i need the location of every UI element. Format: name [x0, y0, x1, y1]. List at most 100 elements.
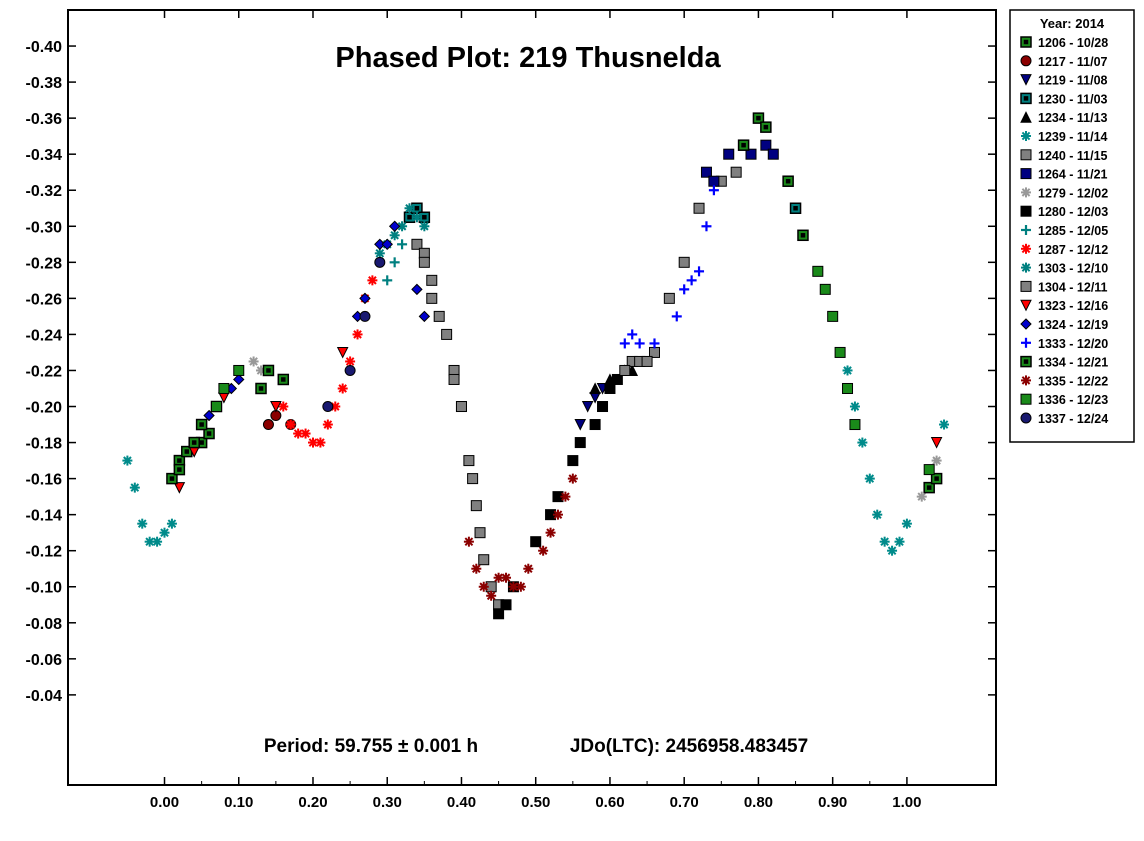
- legend-marker: [1020, 55, 1032, 67]
- data-point: [336, 346, 349, 359]
- data-point: [344, 364, 356, 376]
- data-point: [233, 364, 245, 376]
- x-tick-label: 0.50: [521, 794, 550, 811]
- data-point: [589, 419, 601, 431]
- data-point: [122, 455, 133, 466]
- legend-marker: [1020, 299, 1032, 312]
- data-point: [745, 148, 757, 160]
- data-point: [641, 355, 653, 367]
- data-point: [552, 509, 563, 520]
- data-point: [218, 382, 230, 394]
- legend-marker: [1021, 243, 1031, 254]
- data-point: [619, 338, 630, 349]
- legend-label: 1303 - 12/10: [1038, 262, 1108, 276]
- data-point: [887, 545, 898, 556]
- legend-marker: [1020, 168, 1032, 180]
- data-point: [812, 265, 824, 277]
- data-point: [574, 437, 586, 449]
- x-tick-label: 0.10: [224, 794, 253, 811]
- data-point: [604, 382, 616, 394]
- data-point: [159, 527, 170, 538]
- legend: Year: 2014 1206 - 10/28 1217 - 11/07 1219 …: [1009, 9, 1135, 443]
- data-point: [782, 175, 794, 187]
- data-point: [255, 382, 267, 395]
- data-point: [270, 401, 282, 413]
- data-point: [152, 536, 163, 547]
- y-tick-label: -0.28: [26, 255, 63, 272]
- data-point: [530, 536, 542, 548]
- chart-title: Phased Plot: 219 Thusnelda: [335, 42, 721, 74]
- series-1323: [173, 346, 943, 494]
- data-point: [137, 518, 148, 529]
- data-point: [834, 346, 846, 358]
- y-tick-label: -0.12: [26, 544, 63, 561]
- data-point: [367, 275, 378, 286]
- plot-frame: [67, 9, 997, 786]
- legend-label: 1333 - 12/20: [1038, 337, 1108, 351]
- epoch-annotation: JDo(LTC): 2456958.483457: [570, 736, 808, 757]
- data-point: [538, 545, 549, 556]
- series-1333: [619, 185, 719, 349]
- data-point: [467, 473, 479, 485]
- data-point: [627, 329, 638, 340]
- data-point: [827, 310, 839, 322]
- data-point: [819, 283, 831, 295]
- legend-label: 1323 - 12/16: [1038, 299, 1108, 313]
- legend-label: 1206 - 10/28: [1038, 36, 1108, 50]
- legend-box: [1009, 9, 1135, 443]
- data-point: [210, 401, 222, 413]
- data-point: [737, 139, 750, 151]
- data-point: [752, 112, 765, 124]
- data-point: [322, 419, 333, 430]
- data-point: [930, 437, 943, 449]
- x-tick-label: 0.70: [670, 794, 699, 811]
- period-annotation: Period: 59.755 ± 0.001 h: [264, 736, 478, 757]
- legend-marker: [1021, 375, 1031, 386]
- legend-marker: [1020, 412, 1032, 424]
- series-1324: [203, 220, 431, 422]
- data-point: [493, 608, 505, 620]
- legend-marker: [1021, 225, 1031, 235]
- data-point: [708, 185, 719, 196]
- data-point: [188, 436, 200, 449]
- y-tick-label: -0.04: [26, 688, 63, 705]
- data-point: [166, 518, 177, 529]
- y-tick-label: -0.24: [26, 327, 63, 344]
- y-tick-label: -0.14: [26, 508, 63, 525]
- data-point: [478, 581, 489, 592]
- data-point: [701, 221, 712, 232]
- data-point: [389, 257, 400, 268]
- data-point: [455, 401, 467, 413]
- data-point: [262, 419, 274, 431]
- data-point: [203, 427, 215, 440]
- legend-marker: [1020, 318, 1032, 330]
- legend-marker: [1021, 262, 1031, 273]
- data-point: [330, 401, 341, 412]
- data-point: [849, 401, 860, 412]
- data-point: [411, 238, 423, 250]
- data-point: [649, 338, 660, 349]
- data-point: [315, 437, 326, 448]
- y-tick-label: -0.34: [26, 147, 63, 164]
- data-point: [923, 464, 935, 476]
- data-point: [203, 409, 215, 422]
- axes: 0.00 0.10 0.20 0.30 0.40 0.50 0.60 0.70 0.80 0.90…: [26, 10, 996, 811]
- data-point: [173, 482, 186, 494]
- data-point: [686, 275, 697, 286]
- data-point: [278, 401, 289, 412]
- data-point: [671, 311, 682, 322]
- data-point: [634, 338, 645, 349]
- data-point: [500, 599, 512, 611]
- data-point: [523, 563, 534, 574]
- data-point: [388, 220, 401, 232]
- data-point: [916, 491, 927, 502]
- data-point: [374, 256, 386, 268]
- legend-marker: [1020, 355, 1032, 368]
- data-point: [359, 292, 371, 305]
- data-marks: [122, 112, 950, 620]
- data-point: [129, 482, 140, 493]
- data-point: [478, 554, 490, 566]
- legend-label: 1324 - 12/19: [1038, 318, 1108, 332]
